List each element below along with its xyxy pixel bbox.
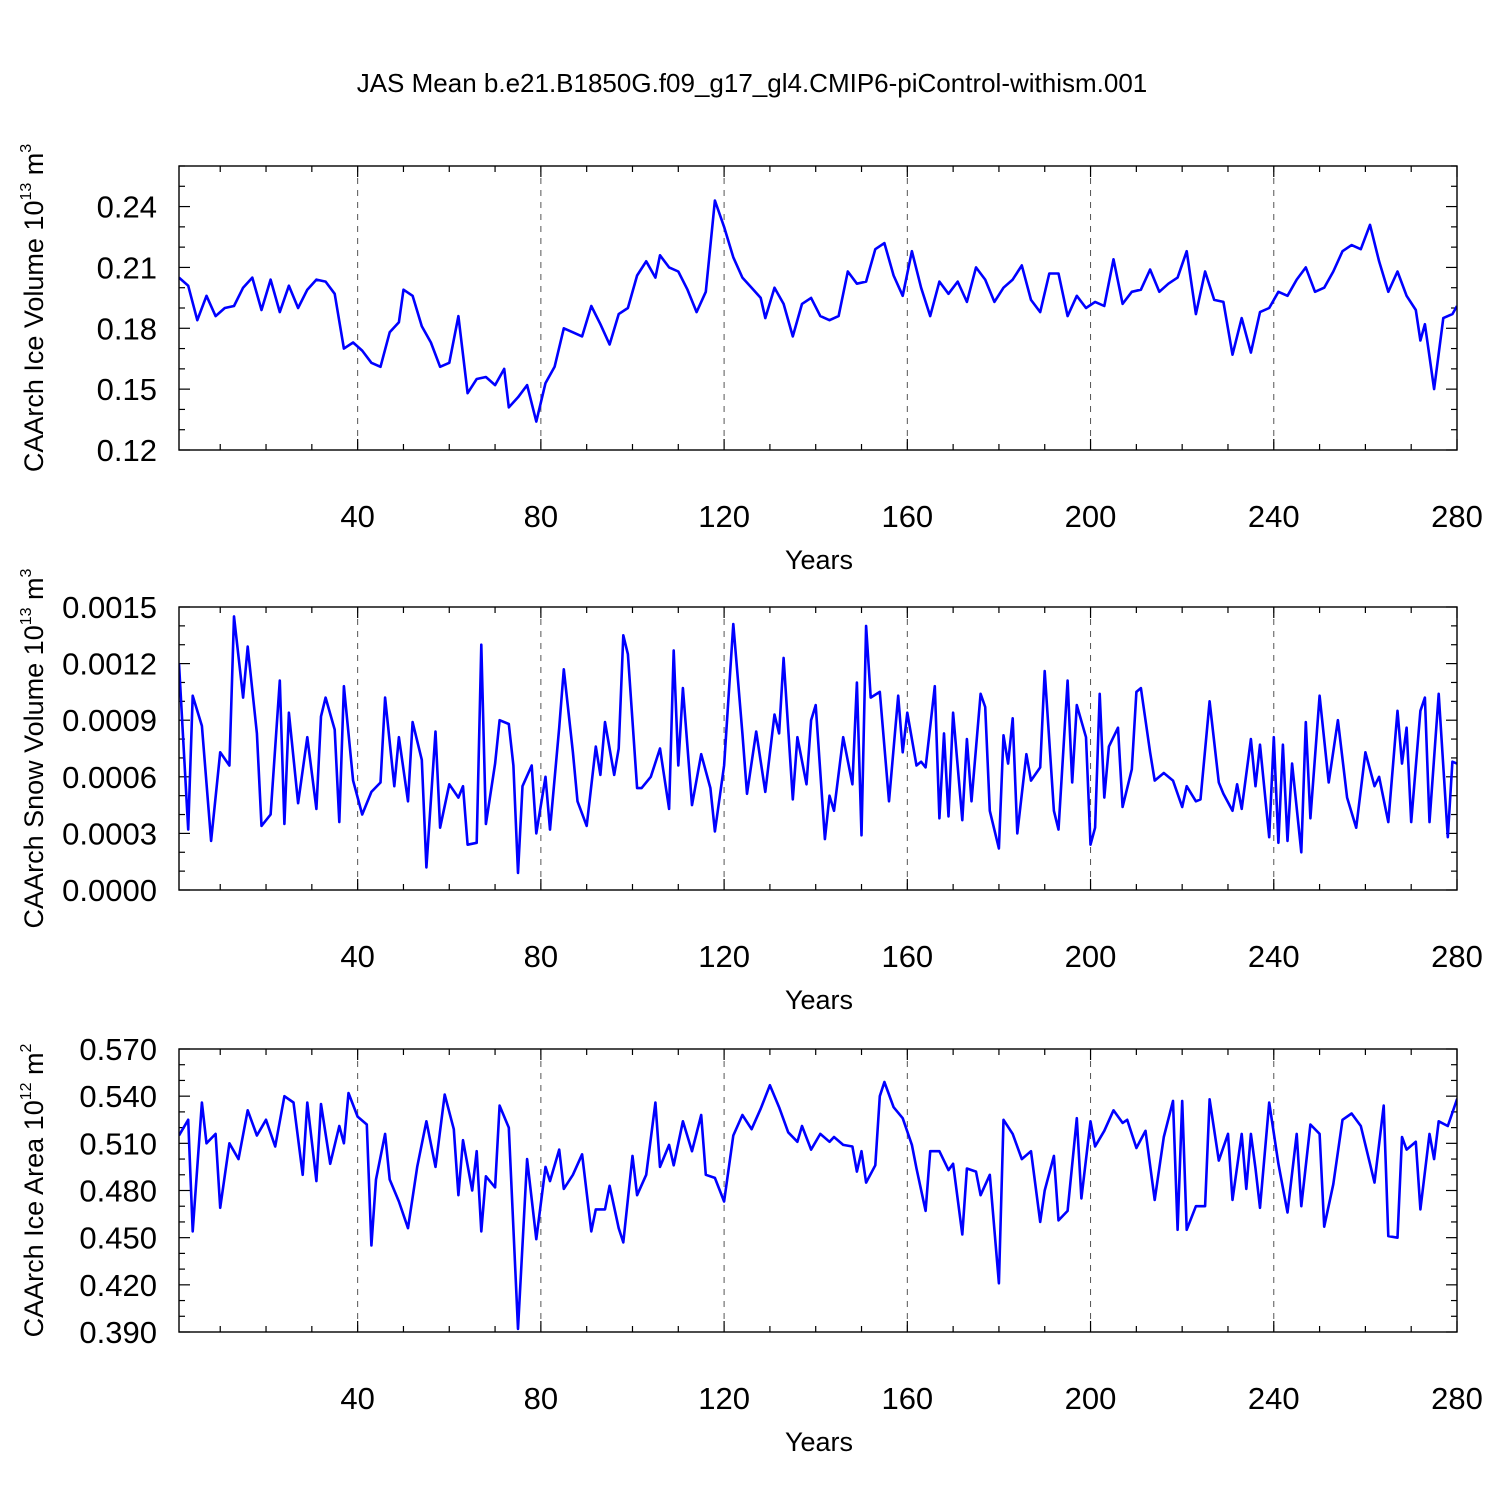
y-axis-label-main: CAArch Snow Volume 10 [19, 625, 49, 928]
x-tick-label: 200 [1065, 499, 1117, 534]
caarch-ice-volume-panel: 40 80 120 160 200 240 280 0.12 0.15 0.18 0.21 0.24 Y… [18, 144, 1483, 575]
x-tick-label: 160 [881, 499, 933, 534]
caarch-ice-area-series-line [179, 1082, 1489, 1329]
caarch-ice-area-panel: 40 80 120 160 200 240 280 0.390 0.420 0.450 0.480 0… [18, 1032, 1489, 1457]
x-tick-label: 120 [698, 939, 750, 974]
y-tick-label: 0.0015 [62, 590, 157, 625]
y-axis-label-main: CAArch Ice Area 10 [19, 1100, 49, 1337]
y-axis-label-sup: 12 [18, 1082, 35, 1100]
x-tick-label: 80 [524, 939, 558, 974]
x-axis-label: Years [785, 985, 853, 1015]
x-tick-label: 280 [1431, 1381, 1483, 1416]
y-axis-label-unit-sup: 2 [18, 1043, 35, 1052]
y-tick-label: 0.0000 [62, 873, 157, 908]
y-axis-label-sup: 13 [18, 183, 35, 201]
y-tick-label: 0.12 [97, 433, 157, 468]
y-axis-label-unit-sup: 3 [18, 144, 35, 153]
y-axis-label-unit: m [19, 153, 49, 183]
caarch-ice-area-plot-frame [179, 1049, 1457, 1332]
figure-title: JAS Mean b.e21.B1850G.f09_g17_gl4.CMIP6-… [357, 68, 1148, 98]
x-axis-label: Years [785, 545, 853, 575]
y-tick-label: 0.0012 [62, 647, 157, 682]
x-tick-label: 280 [1431, 939, 1483, 974]
x-tick-label: 240 [1248, 499, 1300, 534]
x-tick-label: 200 [1065, 939, 1117, 974]
x-axis-label: Years [785, 1427, 853, 1457]
y-tick-label: 0.21 [97, 250, 157, 285]
y-tick-label: 0.18 [97, 311, 157, 346]
y-tick-label: 0.390 [79, 1315, 157, 1350]
y-axis-label-sup: 13 [18, 607, 35, 625]
x-tick-label: 40 [340, 499, 374, 534]
x-tick-label: 280 [1431, 499, 1483, 534]
x-tick-label: 40 [340, 939, 374, 974]
y-tick-label: 0.540 [79, 1079, 157, 1114]
x-tick-label: 160 [881, 939, 933, 974]
caarch-snow-volume-panel: 40 80 120 160 200 240 280 0.0000 0.0003 0.0006 0.0… [18, 568, 1483, 1015]
y-axis-label: CAArch Snow Volume 1013 m3 [18, 568, 49, 928]
y-tick-label: 0.24 [97, 190, 157, 225]
caarch-ice-volume-series-line [179, 201, 1457, 422]
y-axis-label-unit: m [19, 1052, 49, 1082]
x-tick-label: 80 [524, 499, 558, 534]
x-tick-label: 200 [1065, 1381, 1117, 1416]
y-tick-label: 0.0006 [62, 760, 157, 795]
panels: 40 80 120 160 200 240 2800.120.150.180.210.24Y… [18, 144, 1489, 1457]
y-axis-label-unit-sup: 3 [18, 568, 35, 577]
y-axis-label: CAArch Ice Area 1012 m2 [18, 1043, 49, 1337]
y-tick-label: 0.450 [79, 1221, 157, 1256]
x-tick-label: 240 [1248, 939, 1300, 974]
y-axis-label-unit: m [19, 577, 49, 607]
x-tick-label: 160 [881, 1381, 933, 1416]
y-axis-label-main: CAArch Ice Volume 10 [19, 201, 49, 473]
caarch-ice-volume-plot-frame [179, 166, 1457, 450]
y-tick-label: 0.420 [79, 1268, 157, 1303]
figure-canvas: JAS Mean b.e21.B1850G.f09_g17_gl4.CMIP6-… [0, 0, 1500, 1500]
y-axis-label: CAArch Ice Volume 1013 m3 [18, 144, 49, 472]
caarch-snow-volume-series-line [179, 616, 1457, 873]
y-tick-label: 0.480 [79, 1174, 157, 1209]
x-tick-label: 120 [698, 499, 750, 534]
x-tick-label: 40 [340, 1381, 374, 1416]
y-tick-label: 0.510 [79, 1126, 157, 1161]
y-tick-label: 0.0009 [62, 703, 157, 738]
x-tick-label: 80 [524, 1381, 558, 1416]
y-tick-label: 0.0003 [62, 816, 157, 851]
x-tick-label: 120 [698, 1381, 750, 1416]
x-tick-label: 240 [1248, 1381, 1300, 1416]
y-tick-label: 0.15 [97, 372, 157, 407]
y-tick-label: 0.570 [79, 1032, 157, 1067]
